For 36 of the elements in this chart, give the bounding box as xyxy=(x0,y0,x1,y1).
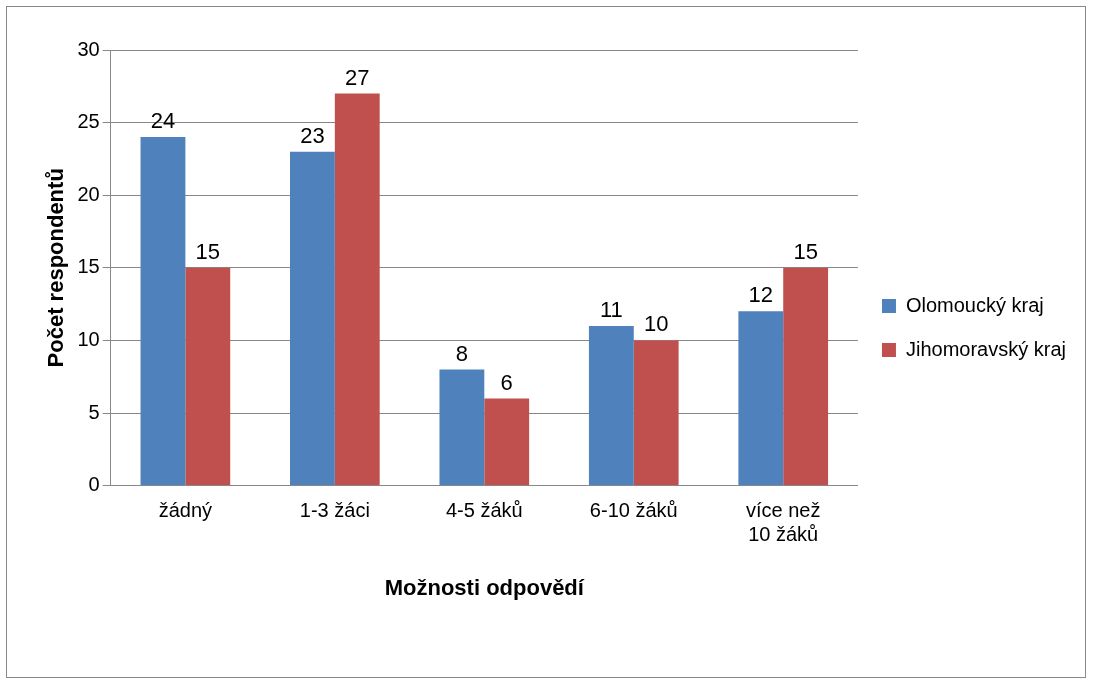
data-label: 15 xyxy=(195,238,221,264)
bar xyxy=(738,311,784,486)
y-tick-label: 20 xyxy=(77,182,100,205)
bar xyxy=(588,325,634,486)
bar xyxy=(185,267,231,486)
bar xyxy=(140,137,186,486)
legend-label: Olomoucký kraj xyxy=(905,293,1044,316)
data-label: 8 xyxy=(455,340,469,366)
y-tick-label: 15 xyxy=(77,255,100,278)
data-label: 24 xyxy=(150,108,176,134)
data-label: 6 xyxy=(500,369,513,395)
y-tick-label: 0 xyxy=(88,473,100,496)
data-label: 12 xyxy=(748,282,774,308)
bar xyxy=(633,340,679,486)
data-label: 10 xyxy=(643,311,669,337)
x-tick-label: více než 10 žáků xyxy=(745,499,821,546)
y-tick-label: 30 xyxy=(77,37,100,60)
x-tick-label: 4-5 žáků xyxy=(445,499,523,522)
y-tick-label: 10 xyxy=(77,327,100,350)
bar xyxy=(290,151,335,486)
data-label: 27 xyxy=(345,64,370,90)
bar xyxy=(334,93,380,486)
y-axis-title: Počet respondentů xyxy=(43,168,69,368)
bar xyxy=(783,267,829,486)
data-label: 11 xyxy=(599,296,623,322)
data-label: 23 xyxy=(300,122,325,148)
x-tick-label: 1-3 žáci xyxy=(299,499,370,522)
legend-label: Jihomoravský kraj xyxy=(905,337,1067,360)
x-tick-label: žádný xyxy=(158,499,213,522)
bar xyxy=(484,398,530,486)
bar xyxy=(439,369,485,486)
data-label: 15 xyxy=(793,238,818,264)
x-axis-title: Možnosti odpovědí xyxy=(384,574,585,600)
x-tick-label: 6-10 žáků xyxy=(589,499,678,522)
y-tick-label: 5 xyxy=(88,400,100,423)
y-tick-label: 25 xyxy=(77,110,100,133)
